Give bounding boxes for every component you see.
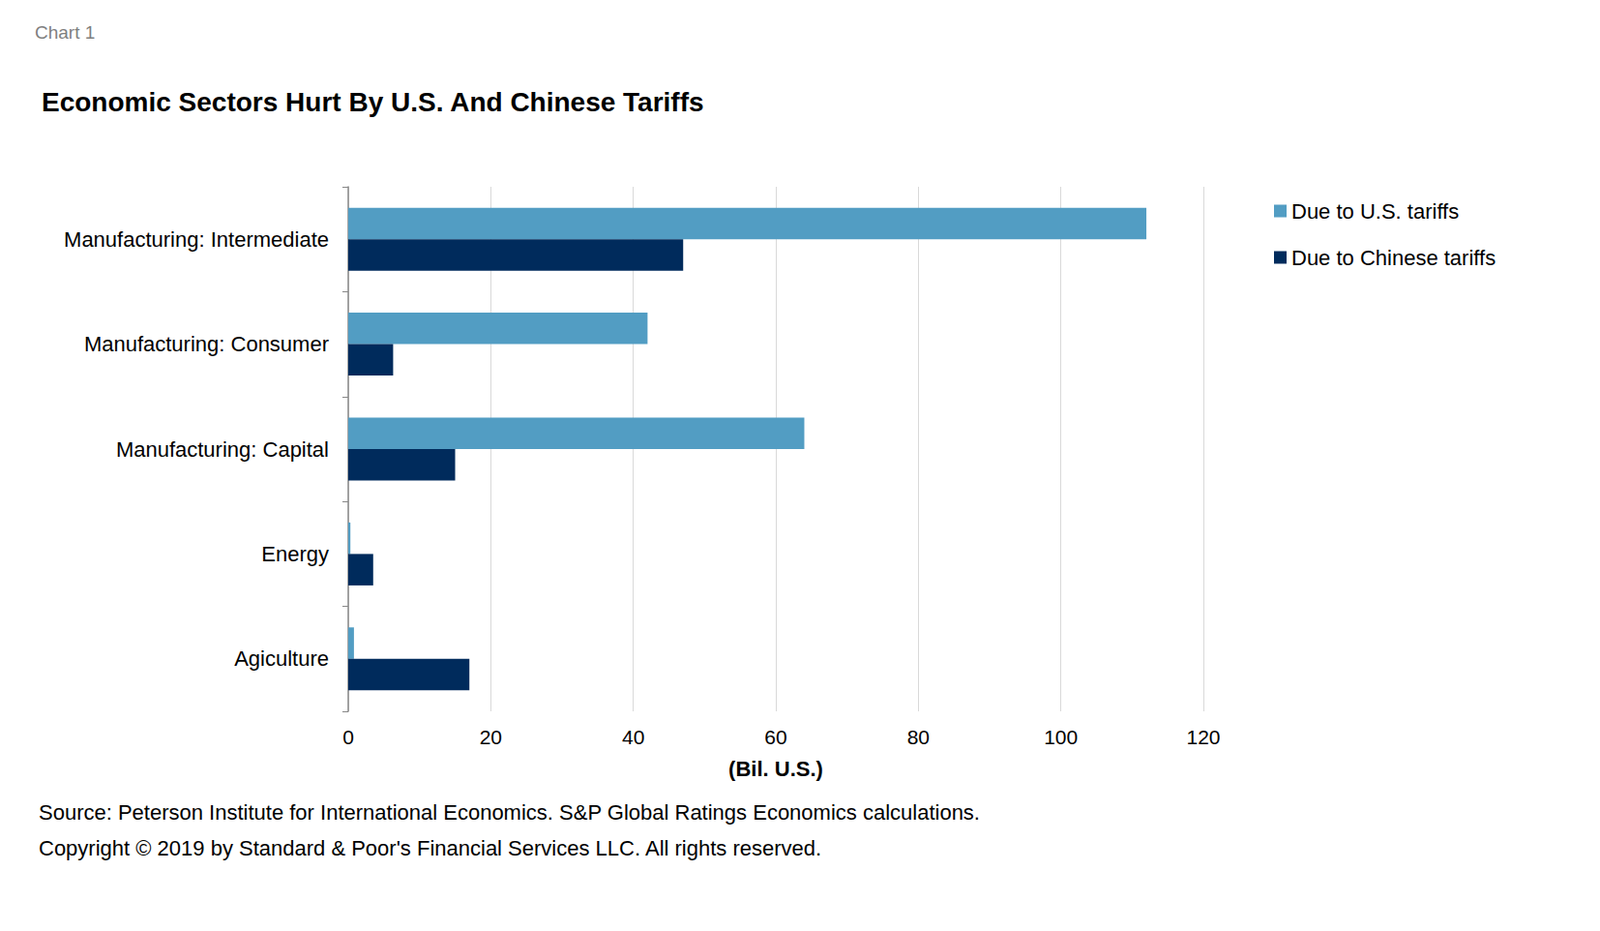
svg-text:Manufacturing: Consumer: Manufacturing: Consumer <box>84 331 329 356</box>
svg-text:Source: Peterson Institute for: Source: Peterson Institute for Internati… <box>38 800 980 825</box>
svg-text:120: 120 <box>1185 725 1220 748</box>
svg-text:Chart 1: Chart 1 <box>34 22 95 43</box>
svg-text:Manufacturing: Capital: Manufacturing: Capital <box>116 437 329 462</box>
svg-text:60: 60 <box>764 725 787 748</box>
svg-text:0: 0 <box>342 725 355 748</box>
svg-text:Energy: Energy <box>261 541 329 566</box>
svg-text:Manufacturing: Intermediate: Manufacturing: Intermediate <box>63 227 329 252</box>
svg-text:(Bil. U.S.): (Bil. U.S.) <box>728 756 824 781</box>
svg-text:80: 80 <box>907 725 930 748</box>
svg-text:Agiculture: Agiculture <box>234 646 329 671</box>
svg-text:20: 20 <box>479 725 503 748</box>
svg-text:40: 40 <box>622 725 645 748</box>
svg-text:Due to Chinese tariffs: Due to Chinese tariffs <box>1291 245 1496 270</box>
svg-text:100: 100 <box>1043 725 1078 748</box>
svg-text:Economic Sectors Hurt By U.S.: Economic Sectors Hurt By U.S. And Chines… <box>41 87 705 118</box>
svg-text:Due to U.S. tariffs: Due to U.S. tariffs <box>1291 199 1459 224</box>
svg-text:Copyright © 2019 by Standard &: Copyright © 2019 by Standard & Poor's Fi… <box>38 835 822 860</box>
